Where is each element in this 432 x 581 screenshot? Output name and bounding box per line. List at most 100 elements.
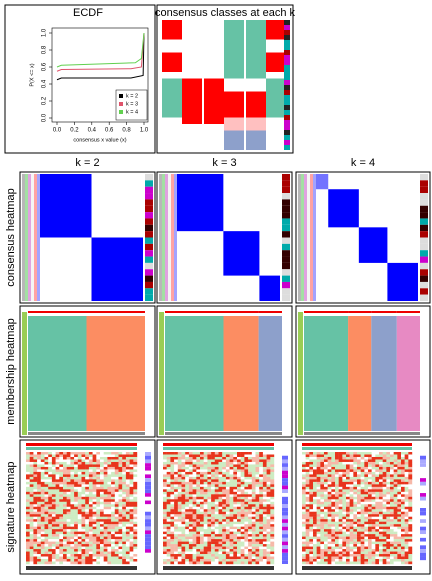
class-stripe [284,125,290,130]
signature-cell [229,511,234,515]
signature-cell [262,539,267,542]
signature-cell [379,494,383,497]
signature-cell [266,504,271,507]
signature-cell [313,471,317,475]
signature-cell [259,459,264,463]
class-block [182,124,202,150]
signature-cell [214,499,219,502]
signature-cell [401,519,405,522]
signature-cell [390,524,394,527]
signature-cell [133,469,138,473]
signature-cell [88,452,93,455]
signature-cell [302,459,306,463]
signature-cell [393,549,398,552]
signature-cell [211,516,215,520]
signature-cell [66,464,71,468]
signature-cell [386,496,391,500]
signature-cell [59,456,64,460]
signature-cell [70,484,75,488]
signature-cell [357,556,361,560]
signature-cell [70,479,75,483]
signature-cell [360,556,365,560]
signature-cell [26,461,30,465]
signature-cell [29,484,34,488]
signature-cell [40,521,45,525]
signature-cell [163,561,167,565]
signature-cell [225,546,230,550]
signature-cell [55,554,60,557]
signature-cell [196,491,201,495]
signature-cell [404,514,409,517]
signature-cell [357,456,361,460]
signature-cell [255,521,260,525]
signature-cell [244,452,249,455]
signature-cell [48,516,53,520]
signature-cell [375,474,380,478]
class-block [246,117,266,131]
signature-cell [163,509,167,512]
signature-cell [390,534,394,537]
signature-cell [44,541,49,545]
signature-cell [192,524,197,527]
signature-cell [397,529,402,532]
signature-cell [371,459,376,463]
signature-cell [313,489,317,493]
signature-cell [111,521,115,525]
annotation-stripe [313,174,316,301]
signature-cell [346,544,350,547]
signature-cell [225,554,230,557]
signature-cell [96,506,101,510]
signature-cell [122,459,127,463]
signature-cell [88,461,93,465]
signature-cell [111,556,115,560]
signature-cell [346,479,350,483]
signature-cell [331,524,336,527]
signature-cell [233,529,238,532]
signature-cell [170,559,175,562]
signature-cell [401,489,405,493]
signature-cell [103,549,108,552]
signature-cell [375,536,380,540]
signature-cell [349,456,354,460]
signature-cell [81,554,86,557]
signature-cell [262,474,267,478]
signature-cell [170,561,175,565]
signature-cell [107,529,112,532]
signature-cell [63,454,67,458]
annotation-stripe [174,174,177,301]
signature-cell [316,469,321,473]
signature-cell [214,539,219,542]
signature-cell [222,529,227,532]
signature-cell [349,496,354,500]
signature-cell [214,554,219,557]
signature-cell [390,496,394,500]
signature-cell [66,559,71,562]
signature-cell [37,476,41,480]
signature-cell [40,484,45,488]
signature-cell [353,474,358,478]
signature-cell [170,529,175,532]
signature-cell [44,506,49,510]
signature-cell [188,529,193,532]
annotation-stripe [282,478,288,482]
signature-cell [404,549,409,552]
signature-cell [335,511,339,515]
signature-cell [266,549,271,552]
signature-cell [92,476,97,480]
signature-cell [327,531,332,535]
signature-cell [129,529,134,532]
signature-cell [338,514,343,517]
signature-cell [85,496,90,500]
signature-cell [55,466,60,470]
signature-cell [237,466,241,470]
signature-cell [185,554,190,557]
signature-cell [368,536,372,540]
signature-cell [218,554,223,557]
signature-cell [327,536,332,540]
signature-cell [342,526,347,530]
signature-cell [26,514,30,517]
signature-cell [181,459,186,463]
signature-cell [63,516,67,520]
signature-cell [122,452,127,455]
signature-cell [338,499,343,502]
